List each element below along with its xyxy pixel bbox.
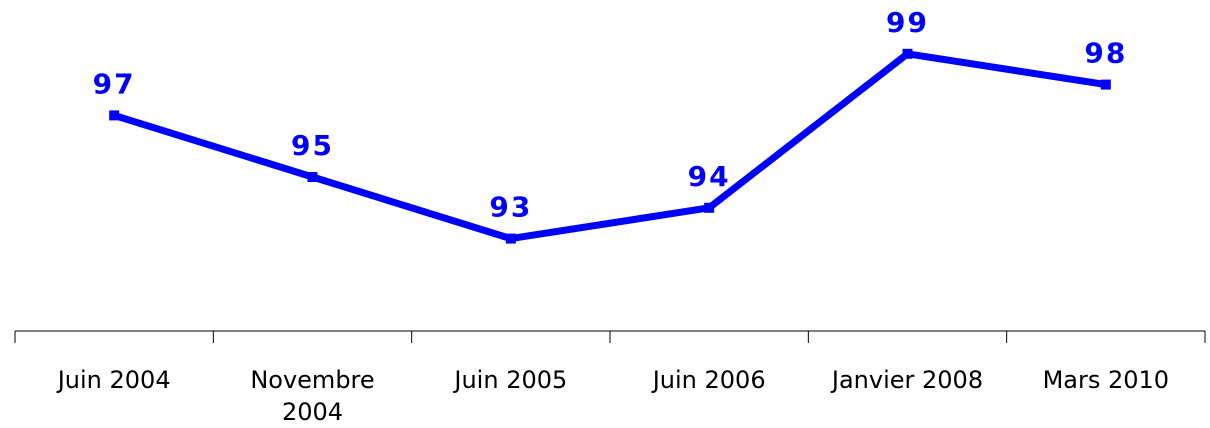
data-label: 94 [688,160,731,193]
data-label: 95 [291,129,334,162]
point [505,233,516,244]
data-label: 99 [886,6,929,39]
x-tick-label: Janvier 2008 [830,366,983,394]
x-tick-label: Juin 2005 [452,366,567,394]
data-label: 98 [1084,37,1127,70]
point [704,202,715,213]
data-label: 97 [93,67,136,100]
x-tick-label: Novembre 2004 [250,366,374,426]
x-tick-label: Mars 2010 [1043,366,1170,394]
x-tick-label: Juin 2006 [651,366,766,394]
line [113,50,1107,243]
point [109,110,120,121]
point [1100,79,1111,90]
data-label: 93 [489,191,532,224]
point [307,172,318,182]
point [902,48,913,59]
x-tick-label: Juin 2004 [56,366,171,394]
